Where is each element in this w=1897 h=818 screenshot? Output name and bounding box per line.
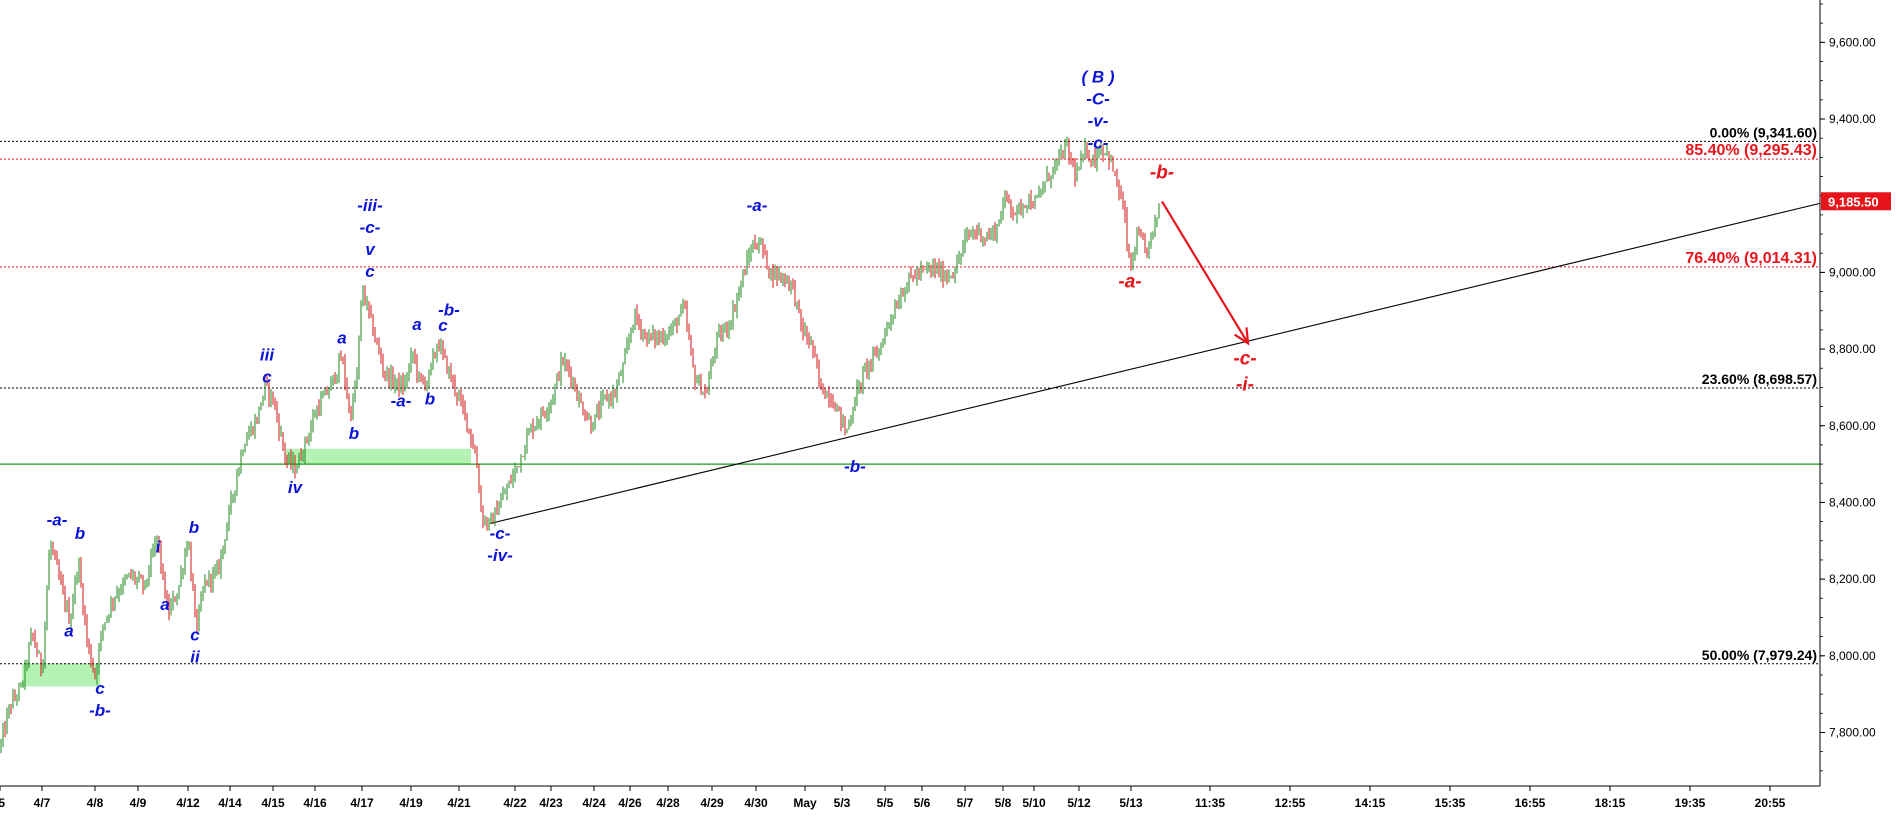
- y-tick-label: 8,800.00: [1829, 342, 1876, 356]
- wave-label: c: [365, 262, 375, 281]
- fib-level-label: 0.00% (9,341.60): [1710, 124, 1817, 140]
- x-tick-label: 18:15: [1595, 796, 1626, 810]
- x-tick-label: 4/29: [700, 796, 724, 810]
- y-tick-label: 9,400.00: [1829, 112, 1876, 126]
- x-tick-label: 4/21: [447, 796, 471, 810]
- wave-label: b: [349, 424, 359, 443]
- support-zone: [286, 448, 471, 465]
- wave-label: -c-: [360, 218, 381, 237]
- fib-level-label: 76.40% (9,014.31): [1685, 250, 1817, 267]
- x-tick-label: 4/19: [399, 796, 423, 810]
- wave-label: a: [337, 328, 346, 347]
- annotation-layer: 0.00% (9,341.60) 85.40% (9,295.43) 76.40% …: [47, 68, 1817, 721]
- wave-label: -a-: [391, 392, 412, 411]
- x-tick-label: 4/17: [350, 796, 374, 810]
- x-tick-label: 5/3: [834, 796, 851, 810]
- wave-label: a: [412, 315, 421, 334]
- wave-label: -v-: [1088, 112, 1109, 131]
- wave-label: i: [156, 537, 162, 556]
- wave-label: c: [95, 679, 105, 698]
- fib-level-label: 85.40% (9,295.43): [1685, 142, 1817, 159]
- last-price-label: 9,185.50: [1828, 194, 1879, 209]
- x-tick-label: 5/6: [914, 796, 931, 810]
- wave-label: -c-: [1233, 348, 1256, 369]
- fib-level-label: 23.60% (8,698.57): [1702, 371, 1817, 387]
- x-tick-label: 5/13: [1119, 796, 1143, 810]
- x-tick-label: 12:55: [1275, 796, 1306, 810]
- x-tick-label: 5/10: [1022, 796, 1046, 810]
- trendline: [489, 202, 1821, 525]
- x-tick-label: 4/7: [34, 796, 51, 810]
- wave-label: -a-: [747, 196, 768, 215]
- wave-label: -i-: [1236, 374, 1254, 395]
- x-tick-label: 4/23: [539, 796, 563, 810]
- wave-label: b: [189, 518, 199, 537]
- y-tick-label: 8,400.00: [1829, 495, 1876, 509]
- x-tick-label: 4/14: [218, 796, 242, 810]
- wave-label: -c-: [490, 524, 511, 543]
- wave-label: -iv-: [487, 546, 513, 565]
- x-tick-label: 4/15: [261, 796, 285, 810]
- x-tick-label: May: [793, 796, 817, 810]
- wave-label: -C-: [1086, 90, 1110, 109]
- x-tick-label: 4/26: [618, 796, 642, 810]
- projection-arrowhead: [1233, 327, 1250, 346]
- wave-label: -b-: [89, 701, 111, 720]
- x-tick-label: /5: [0, 796, 5, 810]
- x-tick-label: 4/28: [656, 796, 680, 810]
- wave-label: a: [160, 595, 169, 614]
- x-tick-label: 4/30: [744, 796, 768, 810]
- wave-label: c: [262, 368, 272, 387]
- y-tick-label: 8,000.00: [1829, 649, 1876, 663]
- projection-arrow: [1161, 200, 1249, 344]
- x-tick-label: 16:55: [1515, 796, 1546, 810]
- x-tick-label: 4/8: [87, 796, 104, 810]
- x-tick-label: 5/12: [1067, 796, 1091, 810]
- wave-label: -a-: [47, 510, 68, 529]
- wave-label: -iii-: [357, 196, 383, 215]
- support-zone: [22, 663, 100, 687]
- wave-label: c: [190, 625, 200, 644]
- x-tick-label: 4/22: [503, 796, 527, 810]
- wave-label: b: [75, 524, 85, 543]
- x-tick-label: 4/24: [582, 796, 606, 810]
- wave-label: -a-: [1118, 272, 1141, 293]
- wave-label: -b-: [844, 457, 866, 476]
- reference-line-layer: [0, 140, 1821, 665]
- wave-label: c: [438, 316, 448, 335]
- last-price-tag: [1821, 192, 1891, 211]
- y-tick-label: 8,200.00: [1829, 572, 1876, 586]
- x-tick-label: 11:35: [1195, 796, 1225, 810]
- y-tick-label: 8,600.00: [1829, 419, 1876, 433]
- y-tick-label: 9,600.00: [1829, 35, 1876, 49]
- wave-label: -c-: [1088, 134, 1109, 153]
- wave-label: ( B ): [1081, 68, 1114, 87]
- wave-label: ii: [190, 647, 201, 666]
- x-tick-label: 4/12: [176, 796, 200, 810]
- wave-label: b: [425, 390, 435, 409]
- candle-layer: [0, 136, 1160, 754]
- x-tick-label: 4/9: [130, 796, 147, 810]
- y-tick-label: 7,800.00: [1829, 725, 1876, 739]
- wave-label: iii: [260, 346, 275, 365]
- x-tick-label: 19:35: [1675, 796, 1706, 810]
- x-tick-label: 5/8: [995, 796, 1012, 810]
- y-tick-label: 9,000.00: [1829, 265, 1876, 279]
- fib-level-label: 50.00% (7,979.24): [1702, 647, 1817, 663]
- x-tick-label: 5/5: [877, 796, 894, 810]
- wave-label: iv: [288, 478, 304, 497]
- x-tick-label: 14:15: [1355, 796, 1386, 810]
- x-tick-label: 20:55: [1755, 796, 1786, 810]
- wave-label: a: [64, 622, 73, 641]
- x-tick-label: 15:35: [1435, 796, 1466, 810]
- x-tick-label: 5/7: [957, 796, 974, 810]
- x-tick-label: 4/16: [303, 796, 327, 810]
- wave-label: v: [365, 240, 376, 259]
- wave-label: -b-: [1150, 162, 1174, 183]
- wave-label: -b-: [438, 300, 460, 319]
